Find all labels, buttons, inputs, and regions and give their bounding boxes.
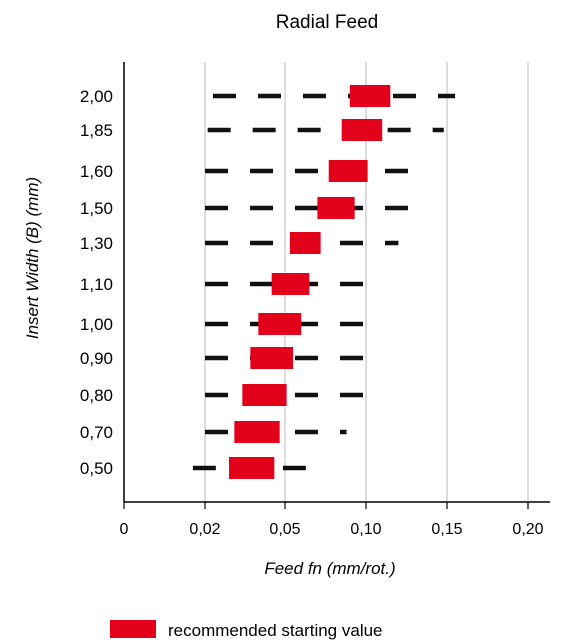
y-axis-label: Insert Width (B) (mm) [23,177,42,339]
y-tick-label: 0,70 [80,423,113,442]
recommended-bar [229,457,275,479]
y-tick-label: 0,90 [80,349,113,368]
recommended-bar [289,232,321,254]
y-tick-label: 0,80 [80,386,113,405]
recommended-bar [258,313,302,335]
x-tick-label: 0,02 [189,521,220,538]
y-tick-label: 1,10 [80,275,113,294]
x-tick-label: 0 [120,521,129,538]
recommended-bar [317,197,355,219]
recommended-bar [341,119,383,141]
y-tick-label: 1,00 [80,315,113,334]
y-tick-label: 1,60 [80,162,113,181]
recommended-bars [229,85,391,479]
x-tick-labels: 0 0,02 0,05 0,10 0,15 0,20 [120,502,544,538]
y-tick-label: 2,00 [80,87,113,106]
x-tick-label: 0,15 [431,521,462,538]
x-tick-label: 0,20 [512,521,543,538]
x-axis-label: Feed fn (mm/rot.) [264,559,395,578]
x-tick-label: 0,10 [350,521,381,538]
y-tick-label: 1,85 [80,121,113,140]
y-tick-labels: 2,00 1,85 1,60 1,50 1,30 1,10 1,00 0,90 0,80 0,70… [80,87,113,478]
legend-swatch [110,620,156,638]
recommended-bar [328,160,368,182]
recommended-bar [349,85,391,107]
recommended-bar [242,384,287,406]
recommended-bar [234,421,280,443]
y-tick-label: 0,50 [80,459,113,478]
legend-label: recommended starting value [168,621,383,640]
chart-title: Radial Feed [276,12,378,33]
x-tick-label: 0,05 [269,521,300,538]
y-tick-label: 1,30 [80,234,113,253]
recommended-bar [250,347,294,369]
feed-range-lines [192,93,456,471]
y-tick-label: 1,50 [80,199,113,218]
recommended-bar [271,273,310,295]
